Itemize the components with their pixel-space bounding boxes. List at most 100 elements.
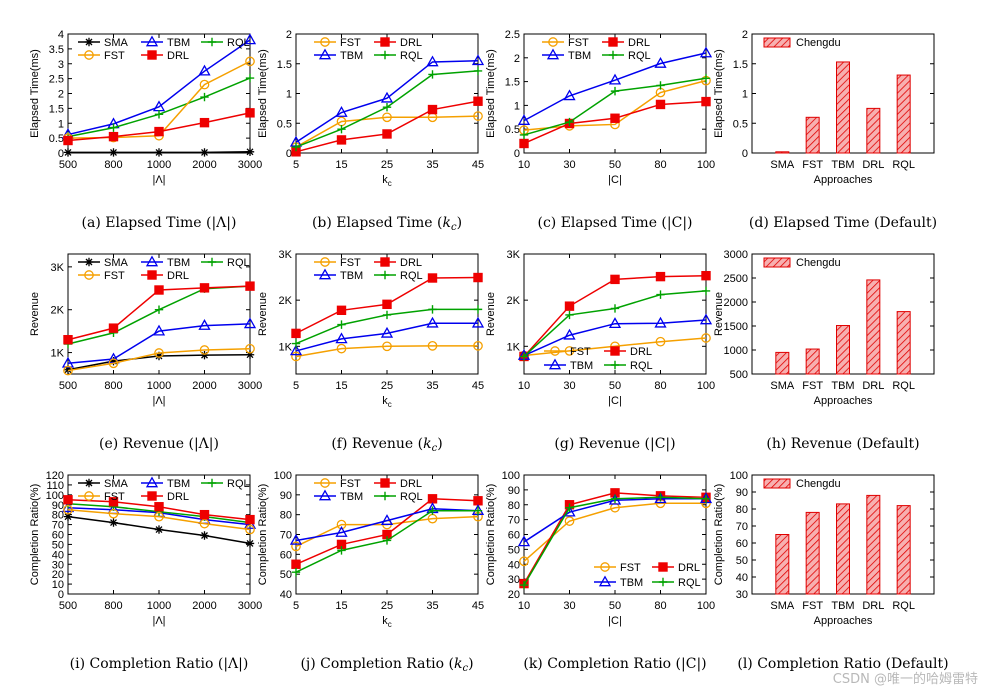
data-point-drl [473, 272, 483, 283]
y-tick-label: 70 [280, 530, 292, 542]
data-point-rql [337, 546, 346, 555]
y-tick-label: 1.5 [505, 77, 520, 89]
legend-marker-drl [658, 562, 668, 572]
data-point-fst [245, 56, 255, 67]
legend-label-fst: FST [568, 37, 589, 49]
x-tick-label: 80 [654, 600, 666, 612]
legend-label-drl: DRL [167, 270, 189, 282]
x-tick-label: 800 [104, 600, 122, 612]
data-point-rql [473, 66, 483, 76]
x-tick-label: 80 [654, 380, 666, 392]
y-tick-label: 70 [52, 520, 64, 532]
data-point-sma [154, 148, 164, 157]
y-tick-label: 0 [58, 589, 64, 601]
x-tick-label: 5 [293, 380, 299, 392]
x-tick-label: TBM [831, 600, 854, 612]
data-point-fst [427, 340, 438, 351]
legend-marker-rql [658, 577, 668, 587]
x-tick-label: 25 [381, 380, 393, 392]
plot-frame-i [67, 474, 251, 595]
x-axis-label: Approaches [814, 174, 873, 186]
data-point-fst [291, 351, 301, 362]
y-axis-label: Completion Ratio(%) [713, 484, 725, 585]
legend-label-rql: RQL [227, 478, 250, 490]
legend: SMA TBM RQL FST DRL [78, 476, 250, 503]
data-point-sma [154, 351, 164, 361]
data-point-drl [63, 495, 73, 505]
legend: FST DRL TBM RQL [594, 562, 701, 589]
caption-h: (h) Revenue (Default) [766, 436, 919, 452]
data-point-tbm [471, 316, 485, 328]
bar-tbm [836, 61, 850, 154]
y-tick-label: 1K [507, 341, 521, 353]
data-point-tbm [608, 73, 622, 85]
x-tick-label: 30 [563, 380, 575, 392]
x-tick-label: 10 [518, 159, 530, 171]
data-point-drl [154, 502, 164, 512]
legend-marker-fst [550, 346, 560, 356]
y-tick-label: 80 [280, 510, 292, 522]
y-tick-label: 40 [508, 559, 520, 571]
y-tick-label: 2K [279, 295, 293, 307]
y-tick-label: 50 [508, 544, 520, 556]
chart-h: 500 1000 1500 2000 2500 3000 Revenue Approaches… [713, 249, 935, 452]
legend-label-drl: DRL [167, 491, 189, 503]
legend-label-rql: RQL [400, 50, 423, 62]
data-point-rql [428, 506, 437, 515]
y-tick-label: 1 [286, 89, 292, 101]
y-axis-label: Elapsed Time(ms) [485, 49, 497, 138]
data-point-tbm [198, 319, 211, 330]
x-tick-label: 35 [426, 380, 438, 392]
y-tick-label: 100 [502, 470, 520, 482]
caption-b: (b) Elapsed Time (kc) [312, 215, 462, 233]
legend-marker-tbm [318, 268, 332, 280]
data-point-sma [109, 356, 118, 366]
y-tick-label: 0.5 [505, 124, 520, 136]
legend: FST DRL TBM RQL [314, 478, 423, 503]
chart-j: 40 50 60 70 80 90 100 Completion Ratio(%) kc 5 15 2… [257, 470, 484, 674]
data-point-drl [473, 96, 483, 106]
data-point-fst [291, 541, 301, 552]
data-point-fst [382, 341, 392, 352]
data-point-drl [655, 271, 666, 282]
series-line-fst [67, 508, 251, 531]
caption-e: (e) Revenue (|Λ|) [99, 436, 219, 452]
y-tick-label: 80 [508, 500, 520, 512]
y-tick-label: 110 [46, 480, 64, 492]
data-point-tbm [380, 514, 394, 525]
data-point-drl [108, 323, 119, 333]
data-point-rql [610, 494, 620, 503]
x-tick-label: 30 [563, 600, 575, 612]
y-tick-label: 50 [736, 555, 748, 567]
data-point-fst [473, 111, 483, 121]
data-point-rql [519, 580, 529, 590]
legend-marker-drl [147, 491, 157, 501]
data-point-rql [109, 123, 118, 132]
y-tick-label: 70 [736, 521, 748, 533]
series-line-tbm [295, 322, 478, 352]
legend-marker-fst [600, 562, 610, 572]
y-tick-label: 90 [508, 485, 520, 497]
legend-marker-sma [84, 257, 94, 267]
data-point-rql [701, 286, 711, 296]
data-point-tbm [563, 328, 576, 340]
series-line-tbm [295, 60, 479, 143]
y-tick-label: 2 [58, 89, 64, 101]
legend-label-drl: DRL [628, 37, 650, 49]
legend-marker-tbm [145, 35, 159, 47]
x-axis-label: |C| [608, 395, 622, 407]
data-point-tbm [61, 501, 75, 513]
x-tick-label: 3000 [238, 159, 262, 171]
legend-label-fst: FST [620, 562, 641, 574]
x-tick-label: 45 [472, 159, 484, 171]
bar-sma [775, 534, 790, 595]
data-point-drl [701, 270, 711, 281]
data-point-sma [63, 512, 73, 521]
legend-marker-drl [380, 478, 390, 488]
y-tick-label: 30 [736, 589, 748, 601]
data-point-tbm [335, 332, 348, 344]
caption-c: (c) Elapsed Time (|C|) [538, 215, 693, 231]
legend-marker-tbm [318, 489, 332, 501]
y-tick-label: 30 [52, 559, 64, 571]
